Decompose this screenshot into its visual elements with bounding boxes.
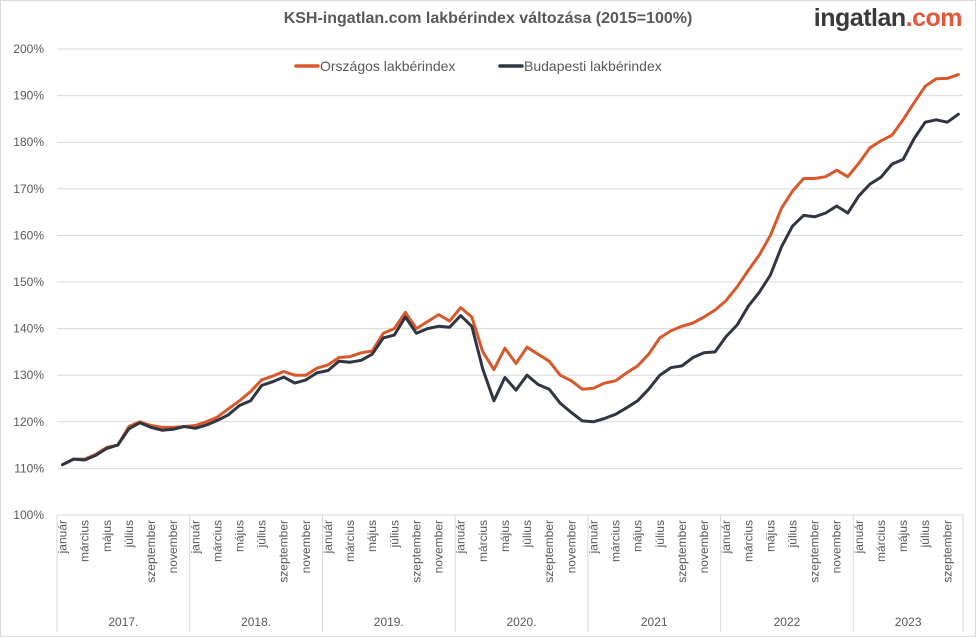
x-tick-label: május [631,520,645,552]
legend: Országos lakbérindex Budapesti lakbérinde… [294,58,662,74]
x-tick-label: május [763,520,777,552]
x-tick-label: november [697,520,711,573]
chart-title: KSH-ingatlan.com lakbérindex változása (… [283,10,693,27]
x-tick-label: március [476,520,490,562]
series-line-budapesti [61,112,960,467]
year-label: 2019. [374,615,404,629]
x-tick-label: január [454,520,468,554]
gridlines [57,48,963,516]
y-tick-label: 150% [13,275,44,289]
x-tick-label: szeptember [277,520,291,583]
x-tick-label: július [122,520,136,548]
y-tick-label: 200% [13,42,44,56]
x-tick-label: március [78,520,92,562]
x-tick-label: november [564,520,578,573]
x-tick-label: július [785,520,799,548]
x-tick-label: január [188,520,202,554]
x-tick-label: július [653,520,667,548]
x-tick-label: július [387,520,401,548]
x-tick-label: március [741,520,755,562]
x-tick-label: szeptember [542,520,556,583]
x-tick-label: július [918,520,932,548]
x-tick-label: november [830,520,844,573]
logo: ingatlan.com [813,4,963,33]
x-tick-label: május [365,520,379,552]
x-tick-label: szeptember [144,520,158,583]
x-tick-label: május [896,520,910,552]
year-label: 2023 [895,615,922,629]
y-tick-label: 140% [13,322,44,336]
x-tick-label: május [498,520,512,552]
series-lines [61,73,960,467]
y-tick-label: 160% [13,228,44,242]
x-tick-label: november [432,520,446,573]
year-label: 2022 [774,615,801,629]
x-tick-label: május [232,520,246,552]
x-axis: január március május július szeptember novemb… [56,514,964,632]
x-tick-label: január [719,520,733,554]
x-tick-label: január [586,520,600,554]
y-tick-label: 130% [13,368,44,382]
legend-label: Budapesti lakbérindex [524,58,662,74]
legend-label: Országos lakbérindex [320,58,455,74]
x-tick-label: május [100,520,114,552]
y-tick-label: 170% [13,182,44,196]
x-tick-label: március [609,520,623,562]
year-label: 2017. [108,615,138,629]
year-label: 2020. [507,615,537,629]
x-tick-label: szeptember [675,520,689,583]
y-tick-label: 110% [14,461,44,475]
y-tick-label: 190% [13,89,44,103]
x-tick-label: november [166,520,180,573]
x-tick-label: november [299,520,313,573]
y-tick-label: 180% [13,135,44,149]
x-tick-label: szeptember [940,520,954,583]
x-tick-label: január [56,520,70,554]
y-tick-label: 120% [13,415,44,429]
x-tick-label: január [321,520,335,554]
year-label: 2018. [241,615,271,629]
year-label: 2021 [641,615,668,629]
x-tick-label: március [343,520,357,562]
x-tick-label: július [520,520,534,548]
x-tick-label: szeptember [808,520,822,583]
series-line-orszagos [61,73,960,467]
x-tick-label: július [255,520,269,548]
logo-suffix: .com [905,4,963,32]
x-tick-label: március [874,520,888,562]
y-tick-label: 100% [13,508,44,522]
logo-main: ingatlan [813,4,906,32]
x-tick-label: január [852,520,866,554]
x-tick-label: szeptember [409,520,423,583]
y-axis: 100% 110% 120% 130% 140% 150% 160% 170% 180% 190%… [13,42,44,522]
x-tick-label: március [210,520,224,562]
